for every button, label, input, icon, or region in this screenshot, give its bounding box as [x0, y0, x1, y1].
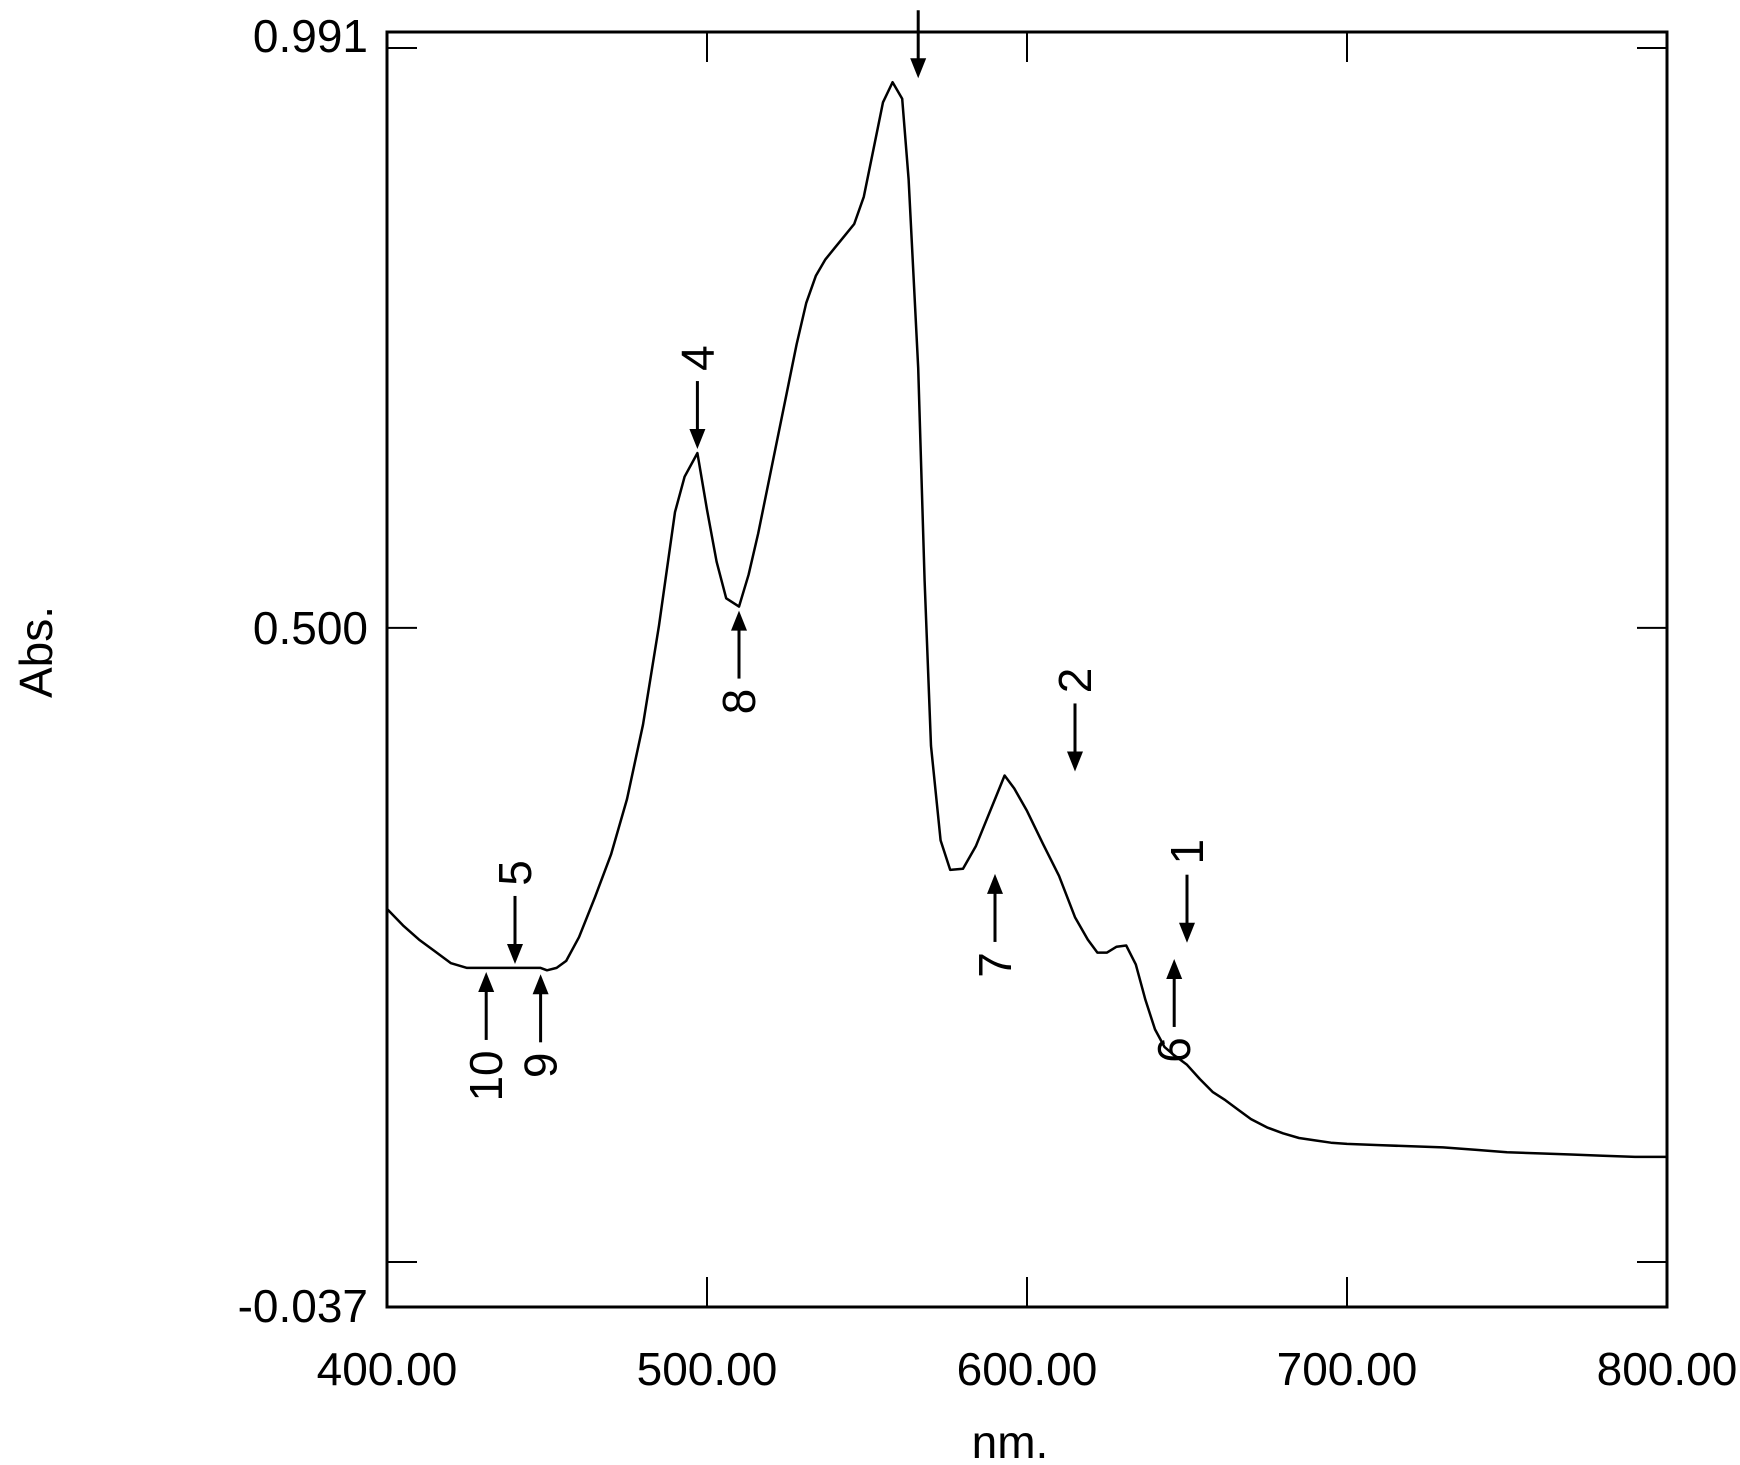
peak-arrow-head: [1179, 922, 1195, 943]
peak-marker-10: 10: [460, 971, 512, 1102]
peak-annotations: 1 2 3 4 5 6 7 8 910: [460, 0, 1213, 1102]
x-tick-label: 600.00: [957, 1343, 1098, 1395]
peak-arrow-head: [1166, 958, 1183, 979]
x-tick-label: 400.00: [317, 1343, 458, 1395]
peak-marker-6: 6: [1148, 958, 1200, 1063]
peak-label: 2: [1049, 668, 1101, 694]
peak-marker-8: 8: [713, 610, 765, 715]
peak-arrow-head: [1067, 751, 1083, 772]
peak-arrow-head: [910, 58, 927, 79]
peak-label: 6: [1148, 1037, 1200, 1063]
peak-marker-2: 2: [1049, 668, 1101, 772]
peak-label: 8: [713, 689, 765, 715]
plot-frame: [385, 30, 1669, 1309]
x-axis-title: nm.: [972, 1416, 1049, 1465]
peak-arrow-head: [507, 943, 523, 964]
y-tick-label: 0.991: [253, 10, 368, 62]
x-tick-label: 800.00: [1597, 1343, 1738, 1395]
peak-arrow-head: [689, 429, 706, 450]
peak-label: 7: [969, 952, 1021, 978]
series-layer: [386, 80, 1667, 1159]
peak-marker-7: 7: [969, 873, 1021, 978]
x-tick-label: 700.00: [1277, 1343, 1418, 1395]
peak-marker-1: 1: [1161, 839, 1213, 943]
y-axis-ticks: -0.037 0.500 0.991: [238, 10, 1667, 1332]
peak-arrow-head: [478, 971, 495, 992]
peak-marker-4: 4: [671, 345, 723, 450]
peak-arrow-head: [987, 873, 1003, 894]
peak-label: 9: [515, 1053, 567, 1079]
x-tick-label: 500.00: [637, 1343, 778, 1395]
y-axis-title: Abs.: [10, 606, 62, 698]
peak-label: 10: [460, 1050, 512, 1101]
peak-marker-5: 5: [489, 860, 541, 964]
peak-arrow-head: [731, 610, 747, 631]
y-tick-label: 0.500: [253, 602, 368, 654]
peak-marker-9: 9: [515, 974, 567, 1078]
peak-arrow-head: [532, 974, 549, 995]
peak-label: 5: [489, 860, 541, 886]
peak-label: 1: [1161, 839, 1213, 865]
y-tick-label: -0.037: [238, 1280, 368, 1332]
peak-marker-3: 3: [892, 0, 944, 79]
spectrum-line: [386, 80, 1667, 1159]
x-axis-ticks: 400.00 500.00 600.00 700.00 800.00: [317, 32, 1738, 1395]
peak-label: 4: [671, 345, 723, 371]
